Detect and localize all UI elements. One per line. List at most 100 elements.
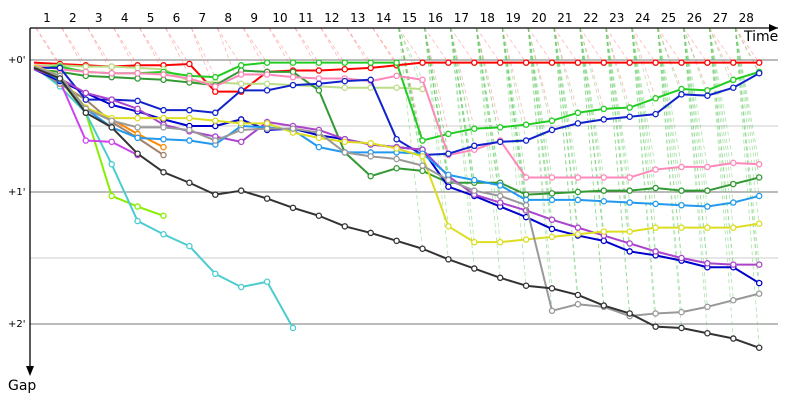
point-s4-3 (108, 138, 115, 146)
point-s8-10 (289, 59, 297, 66)
point-s7-21 (574, 188, 582, 196)
guide-line-s0-4 (113, 27, 138, 66)
guide-line-s16-22 (579, 27, 605, 306)
point-s14-15 (419, 153, 426, 160)
point-s10-5 (160, 106, 167, 114)
guide-line-s16-27 (709, 27, 734, 339)
point-s15-20 (548, 307, 556, 315)
guide-line-s11-16 (424, 27, 449, 187)
guide-line-s8-13 (346, 27, 372, 63)
y-tick-labels: +0' +1' +2' (8, 55, 26, 330)
point-s14-25 (678, 224, 685, 231)
point-s10-9 (263, 87, 271, 94)
point-s10-22 (600, 116, 608, 123)
guide-line-s9-28 (734, 27, 760, 165)
guide-line-s8-10 (268, 27, 294, 63)
point-s6-14 (393, 84, 400, 91)
guide-line-s13-17 (450, 27, 475, 181)
guide-line-s8-2 (61, 27, 87, 73)
guide-line-s15-28 (734, 27, 760, 294)
point-s1-5 (160, 143, 167, 151)
point-s10-26 (704, 92, 711, 99)
point-s14-22 (600, 228, 608, 235)
point-s7-25 (678, 187, 685, 194)
point-s2-3 (108, 192, 115, 200)
point-s15-25 (678, 308, 685, 316)
point-s9-8 (237, 71, 245, 78)
point-s10-8 (237, 87, 245, 94)
guide-line-s0-26 (683, 27, 708, 63)
guide-line-s7-24 (631, 27, 656, 189)
series-5 (33, 65, 167, 159)
point-s10-23 (626, 113, 633, 121)
guide-line-s10-19 (501, 27, 527, 141)
guide-line-s12-26 (683, 27, 708, 264)
x-tick-label-24: 24 (635, 11, 650, 25)
point-s15-5 (160, 124, 167, 131)
guide-line-s0-25 (657, 27, 682, 63)
point-s10-16 (445, 150, 452, 157)
point-s13-23 (626, 199, 633, 206)
point-s3-3 (108, 161, 115, 168)
point-s16-24 (652, 323, 659, 330)
point-s6-2 (82, 63, 90, 70)
point-s10-13 (367, 76, 374, 84)
guide-line-s13-26 (683, 27, 708, 207)
point-s2-5 (160, 212, 167, 220)
guide-line-s8-19 (501, 27, 527, 125)
guide-line-s14-24 (631, 27, 656, 228)
point-s7-23 (626, 187, 633, 194)
x-tick-label-3: 3 (95, 11, 103, 25)
point-s8-16 (445, 130, 452, 138)
guide-line-s13-21 (553, 27, 579, 200)
point-s15-27 (730, 296, 737, 304)
point-s16-22 (600, 302, 608, 309)
guide-line-s9-19 (501, 27, 527, 178)
point-s0-11 (315, 67, 323, 74)
guide-line-s9-27 (709, 27, 734, 164)
guide-line-s13-24 (631, 27, 656, 204)
series-13 (33, 65, 763, 210)
point-s3-9 (263, 278, 271, 286)
point-s9-4 (134, 69, 141, 77)
point-s9-9 (263, 71, 271, 78)
series-group (33, 59, 763, 352)
point-s15-18 (496, 192, 504, 200)
point-s15-6 (186, 126, 193, 134)
point-s3-4 (134, 217, 141, 225)
point-s14-14 (393, 145, 400, 152)
point-s4-2 (82, 137, 90, 144)
guide-line-s16-17 (450, 27, 475, 269)
guide-line-s15-25 (657, 27, 682, 313)
x-tick-label-14: 14 (376, 11, 391, 25)
point-s7-13 (367, 172, 374, 180)
y-tick-label-1: +1' (8, 187, 26, 198)
point-s0-18 (496, 59, 504, 66)
x-tick-label-20: 20 (531, 11, 546, 25)
point-s14-27 (730, 224, 737, 231)
guide-line-s0-11 (294, 27, 320, 71)
x-tick-label-4: 4 (121, 11, 129, 25)
point-s14-8 (237, 120, 245, 127)
point-s16-12 (341, 223, 349, 230)
x-tick-label-9: 9 (250, 11, 258, 25)
point-s15-16 (445, 176, 452, 184)
point-s13-24 (652, 200, 659, 208)
x-tick-label-23: 23 (609, 11, 624, 25)
point-s13-17 (471, 176, 478, 184)
point-s15-13 (367, 153, 374, 160)
point-s10-19 (522, 137, 530, 144)
point-s8-27 (730, 76, 737, 84)
guide-line-s0-3 (87, 27, 113, 67)
point-s16-14 (393, 237, 400, 245)
point-s9-6 (186, 75, 193, 82)
guide-line-s8-9 (242, 27, 268, 63)
guide-line-s15-18 (475, 27, 501, 197)
point-s14-24 (652, 224, 659, 231)
point-s14-23 (626, 228, 633, 235)
guide-line-s14-25 (657, 27, 682, 228)
guide-line-s13-18 (475, 27, 501, 186)
point-s12-4 (134, 105, 141, 113)
point-s12-3 (108, 96, 115, 103)
point-s8-11 (315, 59, 323, 66)
